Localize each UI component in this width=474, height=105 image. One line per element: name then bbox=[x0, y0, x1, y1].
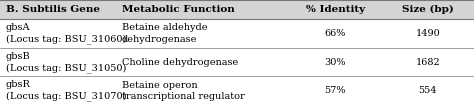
Text: 1682: 1682 bbox=[415, 58, 440, 67]
Text: Choline dehydrogenase: Choline dehydrogenase bbox=[122, 58, 238, 67]
Text: gbsB
(Locus tag: BSU_31050): gbsB (Locus tag: BSU_31050) bbox=[6, 52, 126, 73]
Bar bbox=[0, 0, 116, 19]
Text: 30%: 30% bbox=[325, 58, 346, 67]
Text: Metabolic Function: Metabolic Function bbox=[122, 5, 235, 14]
Bar bbox=[0, 76, 474, 105]
Text: Betaine operon
transcriptional regulator: Betaine operon transcriptional regulator bbox=[122, 81, 245, 101]
Bar bbox=[116, 0, 289, 19]
Text: gbsR
(Locus tag: BSU_31070): gbsR (Locus tag: BSU_31070) bbox=[6, 80, 126, 101]
Text: B. Subtilis Gene: B. Subtilis Gene bbox=[6, 5, 100, 14]
Text: 1490: 1490 bbox=[415, 29, 440, 38]
Bar bbox=[289, 0, 382, 19]
Text: % Identity: % Identity bbox=[306, 5, 365, 14]
Text: 554: 554 bbox=[419, 86, 437, 95]
Text: 66%: 66% bbox=[325, 29, 346, 38]
Text: Betaine aldehyde
dehydrogenase: Betaine aldehyde dehydrogenase bbox=[122, 23, 207, 44]
Text: gbsA
(Locus tag: BSU_31060): gbsA (Locus tag: BSU_31060) bbox=[6, 23, 126, 44]
Bar bbox=[0, 48, 474, 76]
Text: 57%: 57% bbox=[325, 86, 346, 95]
Bar bbox=[382, 0, 474, 19]
Text: Size (bp): Size (bp) bbox=[402, 5, 454, 14]
Bar bbox=[0, 19, 474, 48]
